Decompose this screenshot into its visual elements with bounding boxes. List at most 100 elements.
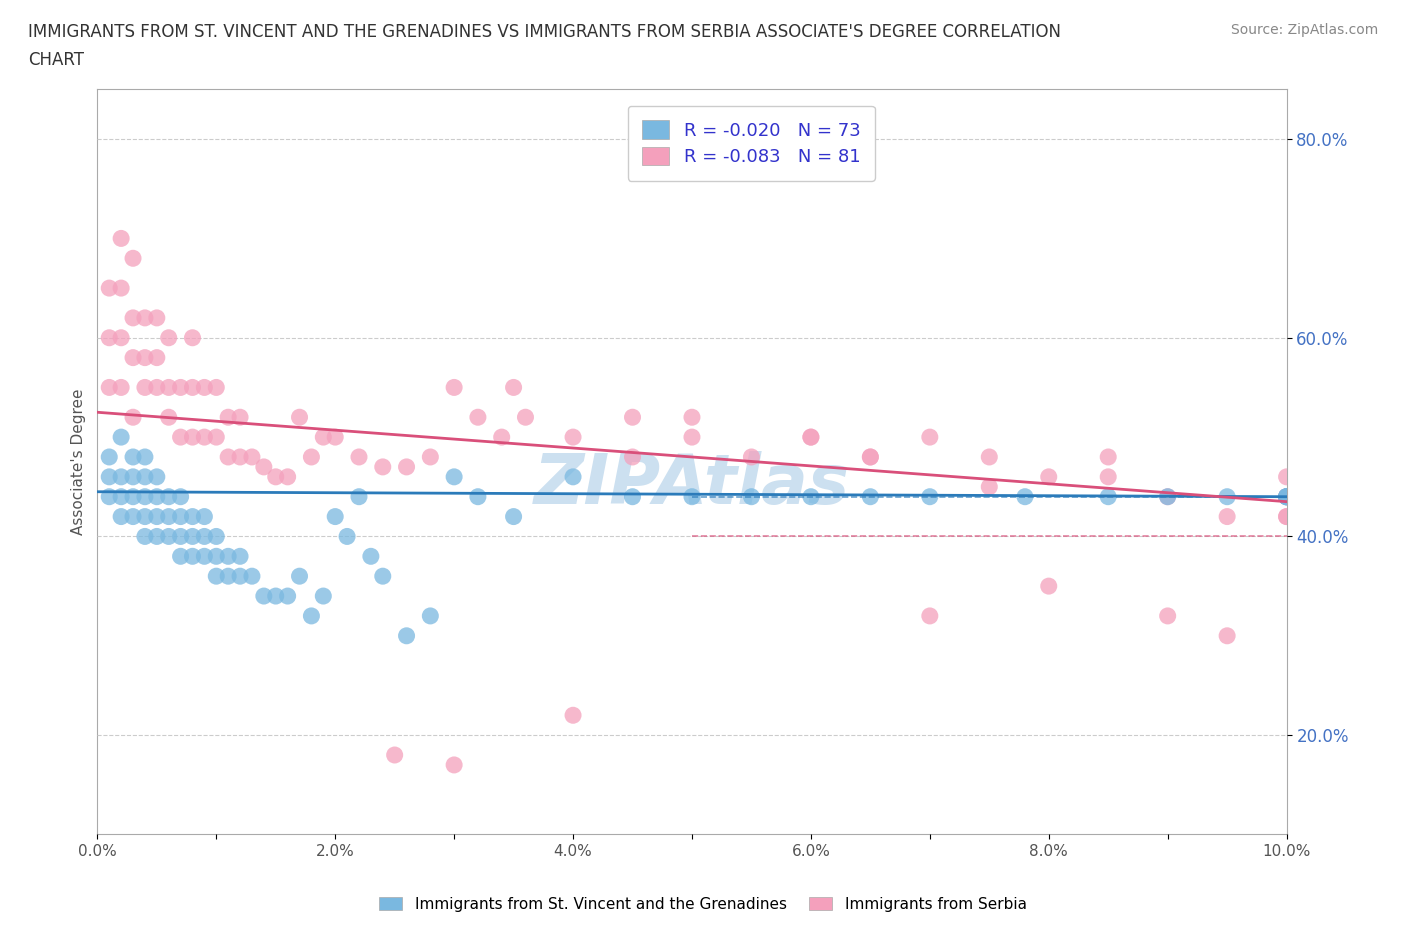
Point (740, 449, 762, 464)
Point (134, 380, 156, 395)
Point (264, 470, 287, 485)
Point (146, 351, 169, 365)
Point (134, 311, 156, 325)
Point (800, 489, 823, 504)
Point (98, 281, 121, 296)
Point (134, 351, 156, 365)
Point (253, 589, 276, 604)
Point (193, 380, 215, 395)
Point (110, 330, 132, 345)
Point (122, 351, 145, 365)
Point (110, 430, 132, 445)
Point (122, 470, 145, 485)
Point (1275, 489, 1298, 504)
Point (918, 489, 941, 504)
Point (181, 509, 204, 524)
Point (181, 380, 204, 395)
Point (1038, 470, 1060, 485)
Point (146, 470, 169, 485)
Point (1275, 489, 1298, 504)
Point (110, 380, 132, 395)
Point (288, 569, 311, 584)
Point (98, 489, 121, 504)
Point (1275, 489, 1298, 504)
Point (1216, 489, 1239, 504)
Point (1275, 489, 1298, 504)
Point (1275, 470, 1298, 485)
Legend: R = -0.020   N = 73, R = -0.083   N = 81: R = -0.020 N = 73, R = -0.083 N = 81 (628, 106, 875, 180)
Point (467, 489, 489, 504)
Point (169, 529, 191, 544)
Text: IMMIGRANTS FROM ST. VINCENT AND THE GRENADINES VS IMMIGRANTS FROM SERBIA ASSOCIA: IMMIGRANTS FROM ST. VINCENT AND THE GREN… (28, 23, 1062, 41)
Point (681, 410, 703, 425)
Point (395, 629, 418, 644)
Point (323, 430, 346, 445)
Point (443, 758, 465, 773)
Point (1275, 489, 1298, 504)
Point (502, 509, 524, 524)
Point (205, 529, 228, 544)
Point (1275, 489, 1298, 504)
Point (193, 549, 215, 564)
Point (277, 470, 299, 485)
Text: CHART: CHART (28, 51, 84, 69)
Point (491, 430, 513, 445)
Point (621, 410, 644, 425)
Point (157, 330, 180, 345)
Point (395, 459, 418, 474)
Point (122, 311, 145, 325)
Point (181, 529, 204, 544)
Point (110, 470, 132, 485)
Point (157, 380, 180, 395)
Point (859, 449, 882, 464)
Point (277, 589, 299, 604)
Point (110, 509, 132, 524)
Point (681, 489, 703, 504)
Point (193, 430, 215, 445)
Point (134, 470, 156, 485)
Point (98, 380, 121, 395)
Y-axis label: Associate's Degree: Associate's Degree (72, 389, 86, 535)
Point (240, 449, 263, 464)
Point (205, 569, 228, 584)
Point (98, 470, 121, 485)
Point (859, 449, 882, 464)
Point (217, 410, 239, 425)
Point (110, 231, 132, 246)
Point (122, 410, 145, 425)
Point (134, 489, 156, 504)
Point (740, 489, 762, 504)
Point (181, 330, 204, 345)
Point (253, 459, 276, 474)
Point (110, 489, 132, 504)
Point (562, 430, 585, 445)
Point (467, 410, 489, 425)
Point (371, 459, 394, 474)
Point (502, 380, 524, 395)
Point (1275, 489, 1298, 504)
Point (205, 549, 228, 564)
Point (217, 449, 239, 464)
Point (169, 509, 191, 524)
Point (157, 509, 180, 524)
Point (229, 410, 252, 425)
Point (419, 449, 441, 464)
Point (979, 479, 1001, 494)
Point (146, 311, 169, 325)
Point (134, 449, 156, 464)
Point (336, 529, 359, 544)
Point (193, 529, 215, 544)
Point (1216, 629, 1239, 644)
Point (347, 449, 370, 464)
Point (562, 708, 585, 723)
Point (323, 509, 346, 524)
Point (288, 410, 311, 425)
Point (169, 549, 191, 564)
Point (1097, 470, 1119, 485)
Point (312, 589, 335, 604)
Point (264, 589, 287, 604)
Text: ZIPAtlas: ZIPAtlas (534, 451, 851, 518)
Point (443, 470, 465, 485)
Point (515, 410, 537, 425)
Point (240, 569, 263, 584)
